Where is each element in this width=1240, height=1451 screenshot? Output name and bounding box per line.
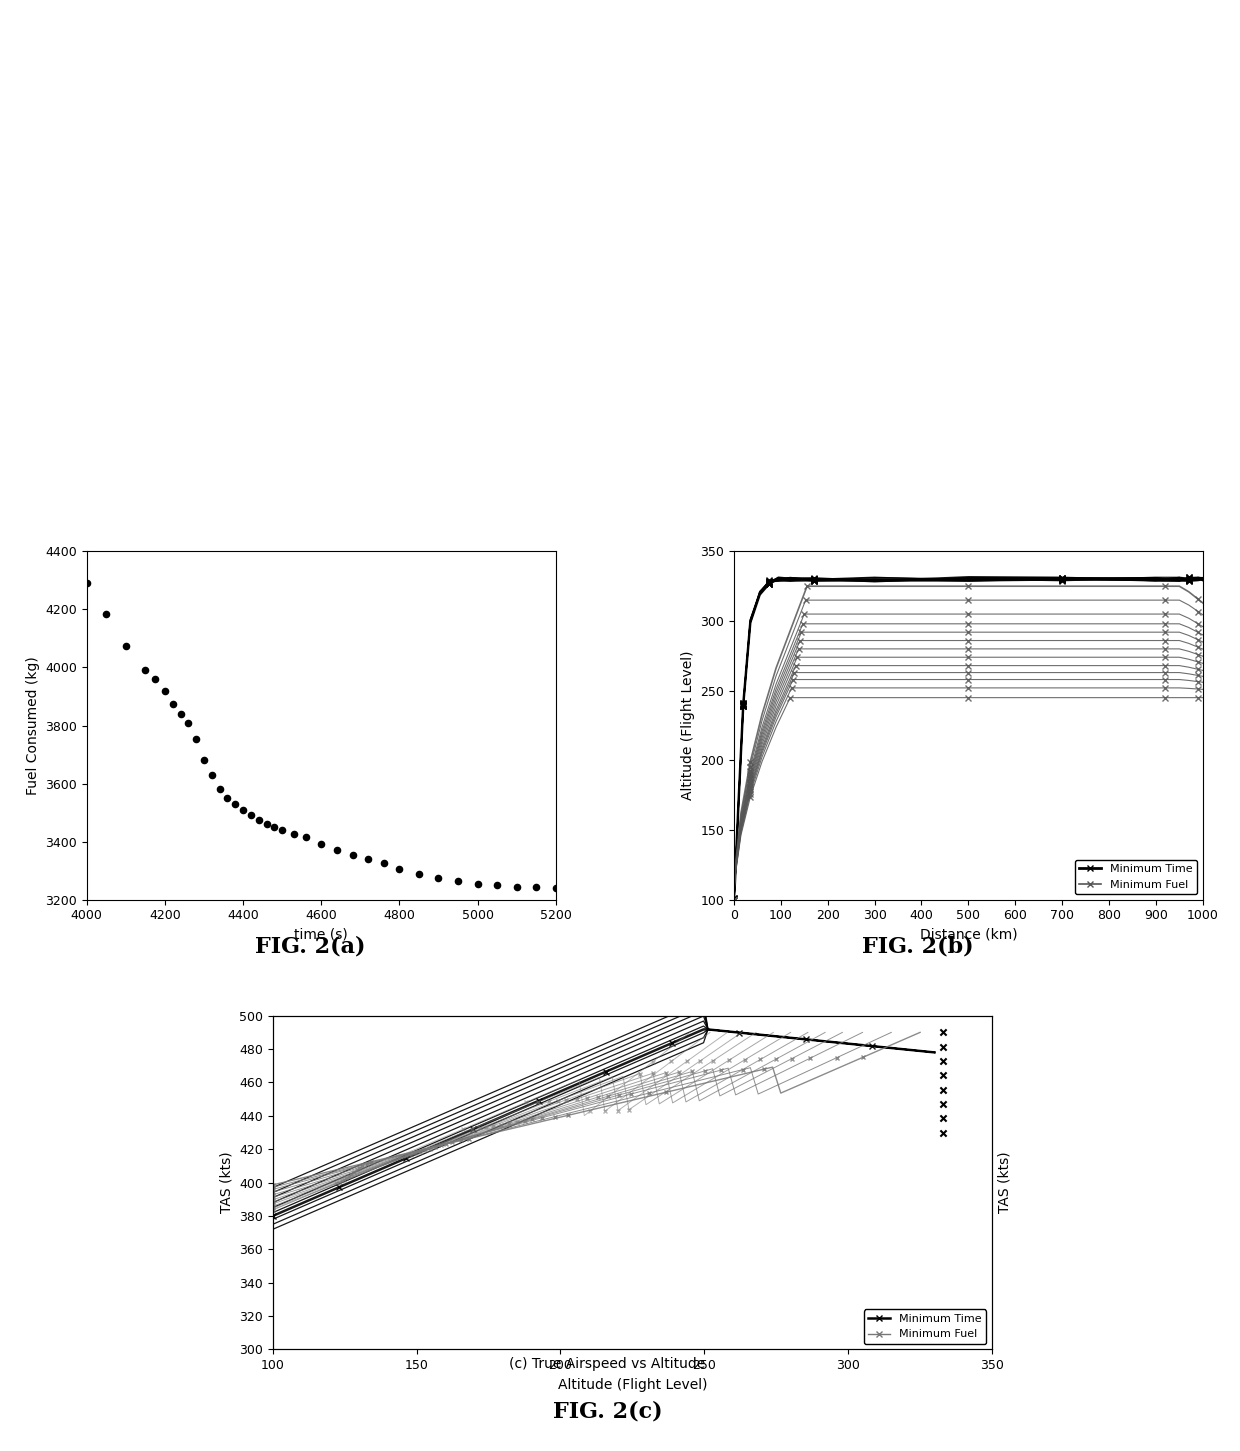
Y-axis label: Fuel Consumed (kg): Fuel Consumed (kg) bbox=[26, 656, 40, 795]
Y-axis label: Altitude (Flight Level): Altitude (Flight Level) bbox=[681, 650, 694, 801]
Point bbox=[546, 876, 565, 900]
Point bbox=[409, 862, 429, 885]
Point bbox=[273, 818, 293, 842]
Point bbox=[358, 847, 378, 871]
Point bbox=[171, 702, 191, 726]
Point bbox=[934, 1035, 954, 1058]
Point bbox=[226, 792, 246, 815]
Y-axis label: TAS (kts): TAS (kts) bbox=[219, 1152, 233, 1213]
Point bbox=[934, 1107, 954, 1130]
Point bbox=[162, 692, 182, 715]
Point bbox=[487, 874, 507, 897]
Point bbox=[249, 808, 269, 831]
Point bbox=[210, 778, 229, 801]
Point bbox=[117, 634, 136, 657]
Point bbox=[327, 839, 347, 862]
Legend: Minimum Time, Minimum Fuel: Minimum Time, Minimum Fuel bbox=[864, 1309, 987, 1344]
Point bbox=[507, 875, 527, 898]
Text: (c) True Airspeed vs Altitude: (c) True Airspeed vs Altitude bbox=[510, 1357, 706, 1371]
Point bbox=[155, 679, 175, 702]
Point bbox=[202, 763, 222, 786]
Point bbox=[97, 602, 117, 625]
Point bbox=[186, 727, 206, 750]
Point bbox=[145, 667, 165, 691]
Text: FIG. 2(b): FIG. 2(b) bbox=[862, 936, 973, 958]
Point bbox=[934, 1049, 954, 1072]
Point bbox=[526, 876, 546, 900]
X-axis label: Altitude (Flight Level): Altitude (Flight Level) bbox=[558, 1377, 707, 1392]
Text: FIG. 2(a): FIG. 2(a) bbox=[254, 936, 366, 958]
Point bbox=[311, 833, 331, 856]
Point bbox=[179, 711, 198, 734]
Point bbox=[934, 1078, 954, 1101]
Point bbox=[195, 749, 215, 772]
Point bbox=[77, 572, 97, 595]
Point bbox=[373, 852, 393, 875]
X-axis label: time (s): time (s) bbox=[294, 927, 348, 942]
Point bbox=[389, 858, 409, 881]
Point bbox=[135, 659, 155, 682]
Point bbox=[241, 804, 260, 827]
Y-axis label: TAS (kts): TAS (kts) bbox=[997, 1152, 1012, 1213]
Point bbox=[284, 823, 304, 846]
Point bbox=[934, 1120, 954, 1143]
Point bbox=[295, 826, 315, 849]
Point bbox=[467, 872, 487, 895]
Text: FIG. 2(c): FIG. 2(c) bbox=[553, 1400, 662, 1422]
Point bbox=[217, 786, 237, 810]
Point bbox=[257, 813, 277, 836]
Point bbox=[233, 798, 253, 821]
X-axis label: Distance (km): Distance (km) bbox=[920, 927, 1017, 942]
Point bbox=[934, 1093, 954, 1116]
Point bbox=[342, 843, 362, 866]
Point bbox=[264, 815, 284, 839]
Point bbox=[448, 869, 467, 892]
Legend: Minimum Time, Minimum Fuel: Minimum Time, Minimum Fuel bbox=[1075, 859, 1198, 894]
Point bbox=[934, 1020, 954, 1043]
Point bbox=[934, 1064, 954, 1087]
Point bbox=[429, 866, 449, 889]
